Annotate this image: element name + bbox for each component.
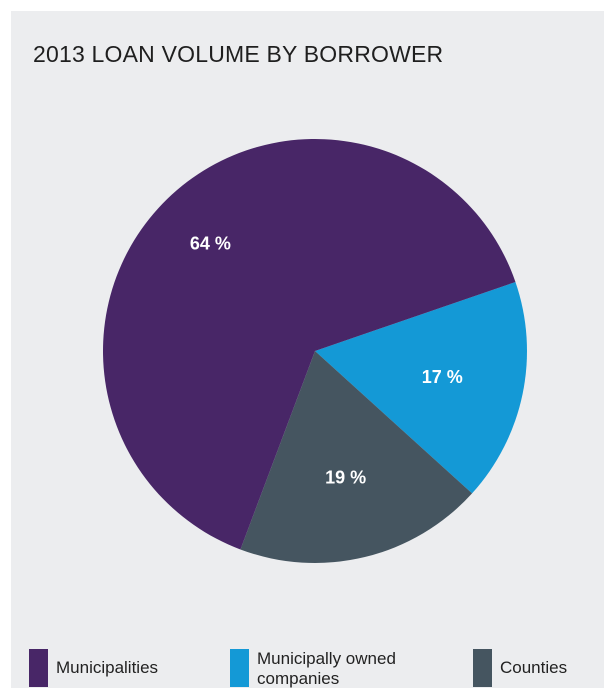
legend-label: Counties bbox=[500, 658, 568, 677]
pie-slice-municipally-owned-companies bbox=[315, 281, 527, 494]
legend-label: Municipalities bbox=[56, 658, 159, 677]
legend: Municipalities Municipally owned compani… bbox=[29, 649, 589, 689]
chart-title: 2013 LOAN VOLUME BY BORROWER bbox=[33, 41, 444, 67]
pie-slice-counties bbox=[240, 351, 473, 563]
legend-item-municipalities: Municipalities bbox=[29, 649, 158, 687]
pie-slice-municipalities bbox=[102, 138, 516, 550]
legend-item-counties: Counties bbox=[473, 649, 567, 687]
pie-slice-label: 17 % bbox=[422, 367, 463, 387]
legend-swatch bbox=[473, 649, 492, 687]
legend-swatch bbox=[29, 649, 48, 687]
legend-swatch bbox=[230, 649, 249, 687]
pie-slices bbox=[102, 138, 527, 563]
pie-slice-label: 19 % bbox=[325, 467, 366, 487]
chart-card: 2013 LOAN VOLUME BY BORROWER 17 % 19 % 64 … bbox=[11, 11, 604, 688]
legend-label: Municipally owned companies bbox=[257, 649, 396, 688]
pie-chart: 17 % 19 % 64 % bbox=[102, 138, 527, 563]
pie-labels: 17 % 19 % 64 % bbox=[190, 234, 463, 488]
pie-slice-label: 64 % bbox=[190, 234, 231, 254]
legend-item-municipally-owned-companies: Municipally owned companies bbox=[230, 649, 407, 689]
